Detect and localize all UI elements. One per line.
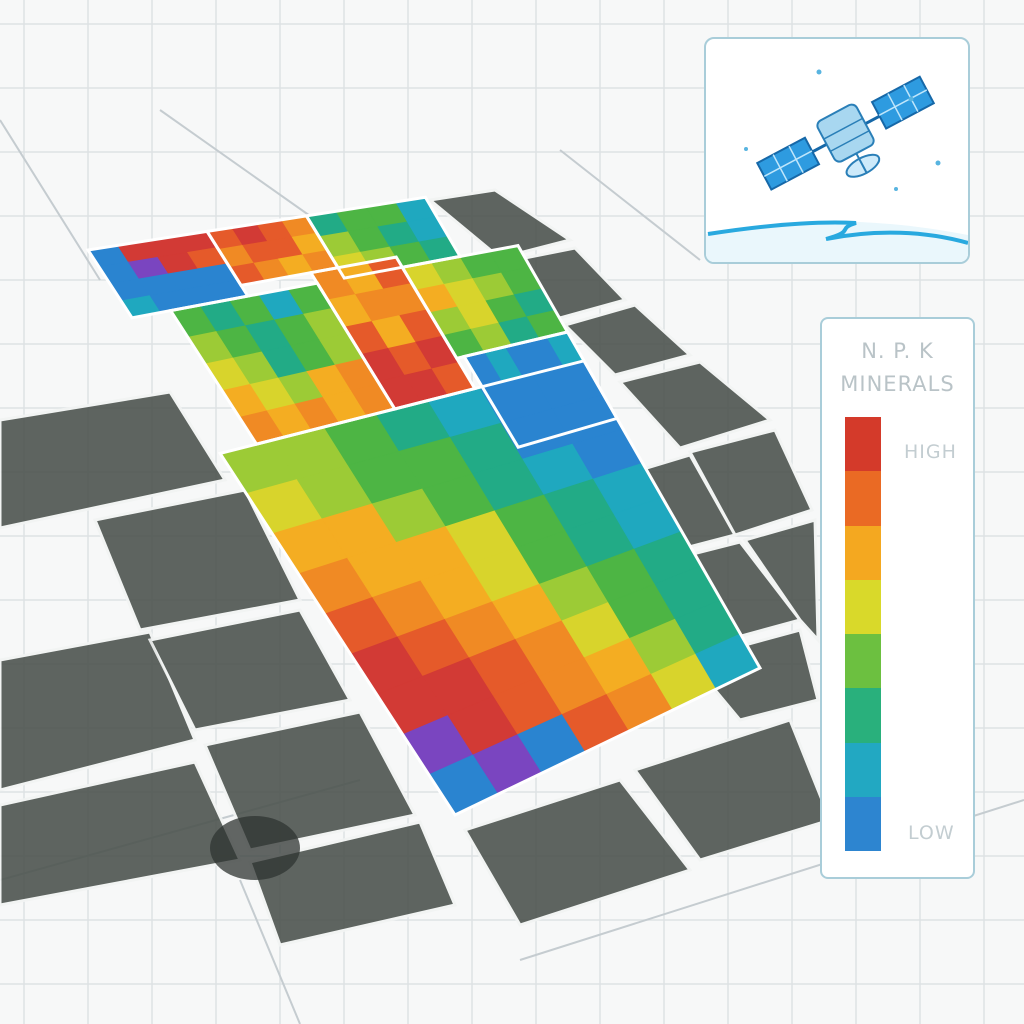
legend-swatch-1: [845, 417, 881, 472]
satellite-panel: [704, 37, 970, 264]
road-line-6: [239, 879, 301, 1024]
border-plot-8: [217, 359, 763, 817]
satellite: [755, 75, 936, 191]
heatmap-plot-8: [219, 360, 761, 816]
legend-low-label: LOW: [908, 822, 955, 844]
npk-legend: N. P. K MINERALS HIGH LOW: [820, 317, 975, 879]
road-line-1: [0, 119, 101, 281]
legend-high-label: HIGH: [904, 441, 957, 463]
legend-swatch-2: [845, 471, 881, 526]
dark-field-6: [0, 760, 243, 907]
road-line-2: [159, 109, 331, 231]
dark-field-13: [617, 360, 774, 450]
dark-field-10: [426, 188, 574, 260]
satellite-body: [816, 103, 875, 163]
legend-title-line-1: N. P. K: [861, 339, 934, 363]
dark-field-8: [462, 778, 693, 927]
shadow-blotch: [210, 816, 300, 880]
legend-color-scale: [845, 417, 881, 851]
plot-borders: [85, 195, 763, 817]
horizon-line: [707, 220, 968, 245]
dark-field-4: [147, 608, 353, 732]
legend-title-line-2: MINERALS: [840, 372, 955, 396]
road-line-3: [559, 149, 701, 261]
dark-field-3: [0, 630, 198, 792]
dark-field-5: [202, 710, 418, 852]
legend-swatch-7: [845, 742, 881, 797]
dark-field-2: [92, 488, 303, 632]
legend-swatch-3: [845, 525, 881, 580]
legend-swatch-4: [845, 579, 881, 634]
dark-field-1: [0, 390, 228, 530]
legend-swatch-6: [845, 688, 881, 743]
dark-field-7: [248, 820, 458, 947]
dark-field-17: [742, 518, 820, 645]
satellite-icon: [706, 69, 968, 262]
dark-field-12: [562, 303, 694, 377]
legend-swatch-5: [845, 634, 881, 689]
legend-swatch-8: [845, 796, 881, 851]
